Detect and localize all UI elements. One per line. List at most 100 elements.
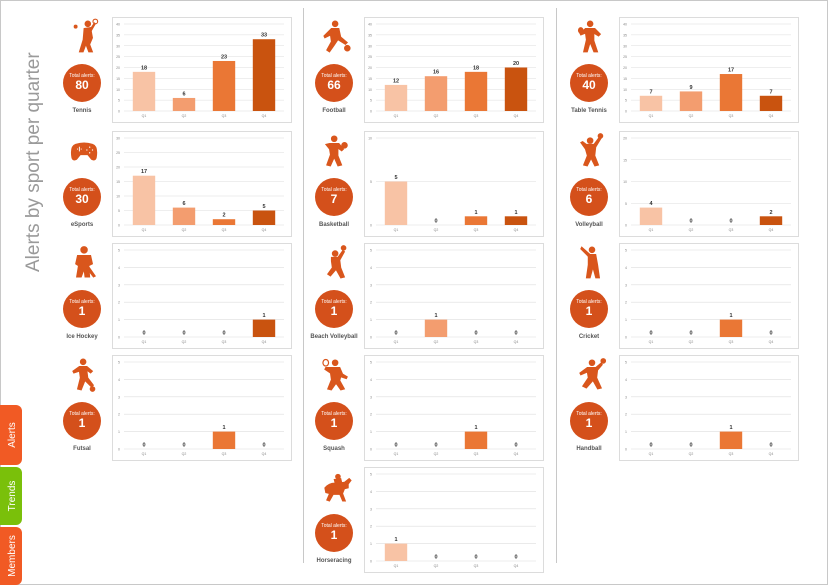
y-tick-label: 0 [370, 448, 372, 452]
ice-hockey-player-icon [70, 244, 100, 280]
data-label: 2 [222, 213, 225, 219]
futsal-player-icon [70, 356, 100, 392]
y-tick-label: 5 [118, 249, 120, 253]
y-tick-label: 20 [623, 66, 627, 70]
data-label: 0 [182, 443, 185, 449]
y-tick-label: 40 [623, 23, 627, 27]
sport-name: Futsal [73, 446, 91, 452]
data-label: 1 [262, 313, 265, 319]
tab-alerts[interactable]: Alerts [0, 405, 22, 465]
bar-q1 [384, 181, 408, 225]
x-tick-label: Q2 [434, 228, 439, 232]
tab-members-label: Members [7, 535, 18, 577]
y-tick-label: 0 [370, 336, 372, 340]
data-label: 17 [141, 169, 147, 175]
bar-chart: 0 5 10 5 Q1 0 Q2 1 Q3 1 Q4 [364, 131, 544, 237]
x-tick-label: Q3 [222, 228, 227, 232]
y-tick-label: 35 [368, 33, 372, 37]
x-tick-label: Q1 [649, 228, 654, 232]
bar-q3 [212, 219, 236, 225]
y-tick-label: 3 [370, 507, 372, 511]
y-tick-label: 3 [625, 395, 627, 399]
data-label: 1 [729, 313, 732, 319]
data-label: 0 [434, 443, 437, 449]
sport-panel-squash: Total alerts: 1 Squash 0 1 2 3 4 5 0 Q1 0 Q2 1 Q3 0 Q4 [310, 352, 550, 461]
total-alerts-badge: Total alerts: 1 [63, 402, 101, 440]
data-label: 0 [262, 443, 265, 449]
sport-panel-beach-volleyball: Total alerts: 1 Beach Volleyball 0 1 2 3 4 5 0 Q1 1… [310, 240, 550, 349]
x-tick-label: Q2 [434, 114, 439, 118]
data-label: 0 [689, 219, 692, 225]
x-tick-label: Q3 [474, 452, 479, 456]
tab-trends[interactable]: Trends [0, 467, 22, 525]
football-player-icon [322, 18, 352, 54]
y-tick-label: 4 [370, 266, 372, 270]
x-tick-label: Q1 [142, 340, 147, 344]
y-tick-label: 30 [368, 44, 372, 48]
data-label: 6 [182, 201, 185, 207]
x-tick-label: Q3 [222, 452, 227, 456]
tab-trends-label: Trends [7, 481, 18, 512]
y-tick-label: 15 [623, 158, 627, 162]
bar-chart: 0 1 2 3 4 5 0 Q1 1 Q2 0 Q3 0 Q4 [364, 243, 544, 349]
data-label: 1 [434, 313, 437, 319]
y-tick-label: 4 [370, 490, 372, 494]
bar-q3 [719, 431, 743, 449]
x-tick-label: Q1 [649, 340, 654, 344]
y-tick-label: 2 [370, 301, 372, 305]
total-alerts-badge: Total alerts: 1 [315, 514, 353, 552]
y-tick-label: 1 [370, 318, 372, 322]
data-label: 0 [514, 331, 517, 337]
x-tick-label: Q2 [434, 564, 439, 568]
y-tick-label: 2 [625, 413, 627, 417]
bar-q4 [252, 319, 276, 337]
x-tick-label: Q3 [474, 114, 479, 118]
y-tick-label: 0 [118, 448, 120, 452]
x-tick-label: Q1 [142, 114, 147, 118]
x-tick-label: Q3 [729, 452, 734, 456]
y-tick-label: 20 [116, 166, 120, 170]
y-tick-label: 5 [370, 473, 372, 477]
y-tick-label: 0 [625, 336, 627, 340]
data-label: 1 [394, 537, 397, 543]
data-label: 12 [393, 78, 399, 84]
total-alerts-badge: Total alerts: 1 [570, 402, 608, 440]
y-tick-label: 5 [370, 249, 372, 253]
x-tick-label: Q1 [394, 340, 399, 344]
y-tick-label: 2 [118, 301, 120, 305]
tab-members[interactable]: Members [0, 527, 22, 585]
basketball-player-icon [322, 132, 352, 168]
data-label: 18 [473, 65, 479, 71]
data-label: 23 [221, 54, 227, 60]
bar-q3 [719, 319, 743, 337]
data-label: 0 [514, 443, 517, 449]
total-alerts-value: 1 [330, 528, 338, 542]
x-tick-label: Q4 [514, 452, 519, 456]
data-label: 7 [769, 89, 772, 95]
y-tick-label: 15 [116, 180, 120, 184]
total-alerts-label: Total alerts: [69, 73, 95, 79]
total-alerts-badge: Total alerts: 66 [315, 64, 353, 102]
bar-chart: 0 1 2 3 4 5 0 Q1 0 Q2 1 Q3 0 Q4 [112, 355, 292, 461]
sport-panel-basketball: Total alerts: 7 Basketball 0 5 10 5 Q1 0 Q2 1 Q3 1 Q4 [310, 128, 550, 237]
squash-player-icon [322, 356, 352, 392]
x-tick-label: Q3 [222, 114, 227, 118]
bar-chart: 0 1 2 3 4 5 0 Q1 0 Q2 1 Q3 0 Q4 [619, 355, 799, 461]
y-tick-label: 10 [623, 180, 627, 184]
sport-name: eSports [70, 222, 94, 228]
y-tick-label: 5 [370, 180, 372, 184]
x-tick-label: Q4 [769, 228, 774, 232]
data-label: 5 [394, 175, 397, 181]
x-tick-label: Q2 [434, 340, 439, 344]
x-tick-label: Q1 [142, 228, 147, 232]
page-title: Alerts by sport per quarter [14, 0, 46, 300]
data-label: 4 [649, 201, 653, 207]
bar-q1 [384, 84, 408, 111]
y-tick-label: 25 [368, 55, 372, 59]
bar-chart: 0 5 10 15 20 25 30 35 40 7 Q1 9 Q2 17 Q3 7 Q4 [619, 17, 799, 123]
x-tick-label: Q1 [394, 564, 399, 568]
total-alerts-label: Total alerts: [69, 299, 95, 305]
x-tick-label: Q2 [689, 114, 694, 118]
y-tick-label: 1 [118, 318, 120, 322]
total-alerts-badge: Total alerts: 40 [570, 64, 608, 102]
